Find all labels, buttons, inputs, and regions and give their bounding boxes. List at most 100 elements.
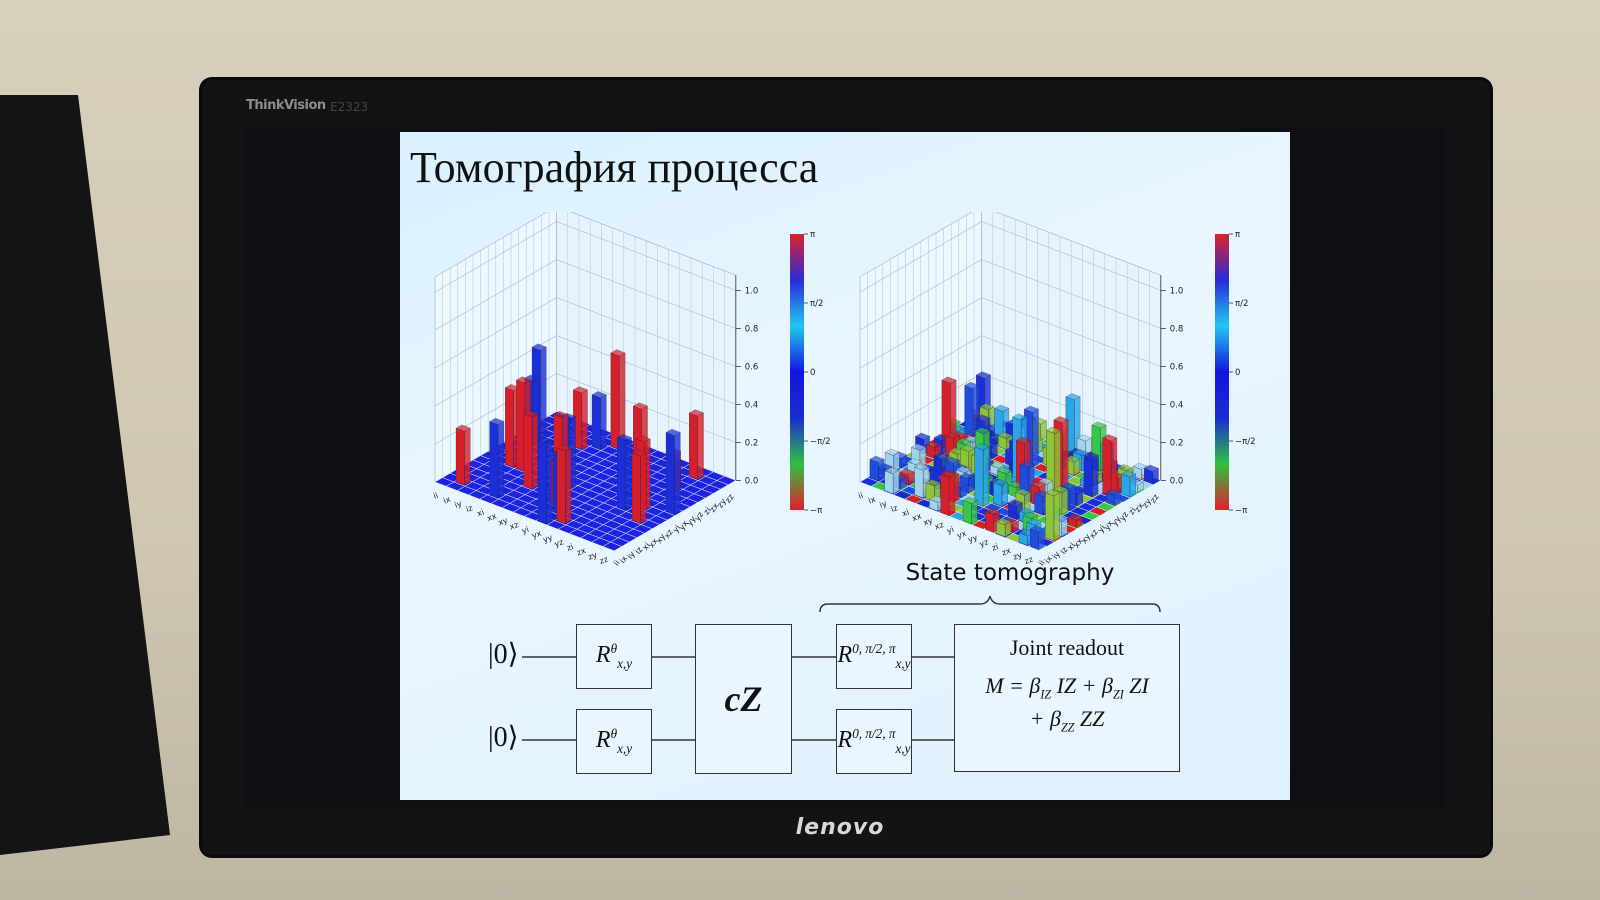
bar-top	[1019, 460, 1035, 468]
bar-top	[979, 403, 995, 411]
y-tick-label: xi	[1066, 541, 1077, 552]
x-tick-label: iy	[453, 499, 463, 510]
z-tick-label: 0.0	[1170, 476, 1184, 486]
colorbar-label: π/2	[1235, 299, 1248, 309]
x-tick-label: ix	[442, 495, 452, 506]
x-tick-label: iy	[878, 499, 888, 510]
bar-top	[1022, 511, 1038, 519]
prep-gate: Rθx,y	[576, 709, 652, 774]
x-tick-label: zx	[1001, 546, 1013, 558]
bar-top	[985, 508, 1001, 515]
y-tick-label: yi	[671, 523, 682, 534]
z-tick-label: 1.0	[1170, 286, 1184, 296]
colorbar	[790, 234, 804, 510]
bar-top	[997, 466, 1013, 474]
bar-top	[632, 402, 648, 410]
colorbar-label: π	[1235, 230, 1240, 240]
bar-top	[989, 461, 1005, 469]
bar-top	[610, 349, 626, 357]
side-monitor	[0, 95, 170, 855]
wall-grid	[434, 259, 736, 331]
cz-label: cZ	[724, 679, 763, 719]
model: E2323	[330, 100, 369, 114]
bar-top	[955, 466, 971, 474]
x-tick-label: zi	[566, 542, 575, 553]
bar-top	[925, 479, 941, 487]
colorbar-label: π	[810, 230, 815, 240]
bar-top	[556, 444, 572, 452]
bar-top	[1132, 462, 1148, 470]
colorbar-label: 0	[810, 368, 815, 378]
tomo-gate: R0, π/2, πx,y	[836, 624, 912, 689]
bar-top	[1030, 480, 1046, 488]
x-tick-label: yi	[946, 525, 956, 536]
y-tick-label: yi	[1096, 523, 1107, 534]
bar-top	[572, 386, 588, 394]
x-tick-label: xx	[486, 511, 498, 523]
bar-top	[884, 448, 900, 456]
bar-top	[1045, 426, 1061, 434]
bar-top	[915, 432, 931, 440]
gate-sup: 0, π/2, π	[852, 726, 896, 742]
bar-top	[911, 443, 927, 451]
y-tick-label: xz	[1087, 528, 1099, 540]
bar-top	[962, 496, 978, 504]
x-tick-label: yz	[978, 537, 989, 549]
z-tick-label: 0.6	[745, 362, 759, 372]
bar-top	[1091, 421, 1107, 429]
bar-top	[974, 443, 990, 451]
brand: ThinkVision	[246, 98, 326, 113]
y-tick-label: zi	[1127, 506, 1138, 516]
bar-top	[1053, 416, 1069, 424]
bar-top	[1053, 485, 1069, 493]
bar-top	[959, 472, 975, 480]
bar-top	[1143, 464, 1159, 472]
z-tick-label: 1.0	[745, 286, 759, 296]
bar-top	[1065, 393, 1081, 401]
bar-top	[996, 518, 1012, 526]
colorbar-label: −π/2	[1235, 437, 1256, 447]
bar-top	[1060, 482, 1076, 490]
x-tick-label: iz	[465, 503, 474, 514]
bar-top	[926, 440, 942, 448]
floor-tile	[716, 475, 737, 486]
bar-top	[616, 434, 632, 441]
y-tick-label: xz	[662, 528, 674, 540]
bar-top	[945, 431, 961, 439]
bar-top	[940, 470, 956, 478]
bar-top	[489, 417, 505, 425]
bar-top	[994, 404, 1010, 412]
colorbar	[1215, 234, 1229, 510]
x-tick-label: yi	[521, 525, 531, 536]
bar-top	[531, 343, 547, 351]
gate-sub: x,y	[895, 655, 911, 671]
tomo-gate: R0, π/2, πx,y	[836, 709, 912, 774]
eq-part: ZZ	[1074, 706, 1105, 732]
bar-top	[941, 376, 957, 384]
prep-gate: Rθx,y	[576, 624, 652, 689]
bar-top	[914, 463, 930, 471]
bar-top	[1026, 518, 1042, 526]
x-tick-label: yy	[967, 533, 979, 545]
x-tick-label: zz	[598, 555, 609, 566]
bar-top	[929, 464, 945, 472]
y-tick-label: ix	[1043, 554, 1055, 565]
x-tick-label: xz	[508, 520, 519, 532]
bar-top	[516, 376, 532, 384]
bar-top	[1023, 405, 1039, 413]
wall-grid	[859, 259, 1161, 331]
bar-top	[1117, 464, 1133, 472]
z-tick-label: 0.2	[1170, 438, 1184, 448]
gate-base: R	[595, 642, 611, 669]
y-tick-label: iy	[625, 550, 637, 561]
eq-part: + β	[1029, 706, 1061, 732]
x-tick-label: ii	[432, 491, 439, 501]
x-tick-label: zx	[576, 546, 588, 558]
z-tick-label: 0.8	[1170, 324, 1184, 334]
wall-grid	[859, 335, 1161, 407]
bar-top	[455, 424, 471, 432]
wall-grid	[859, 221, 1161, 293]
colorbar-label: π/2	[810, 299, 823, 309]
bar-top	[1065, 455, 1081, 463]
